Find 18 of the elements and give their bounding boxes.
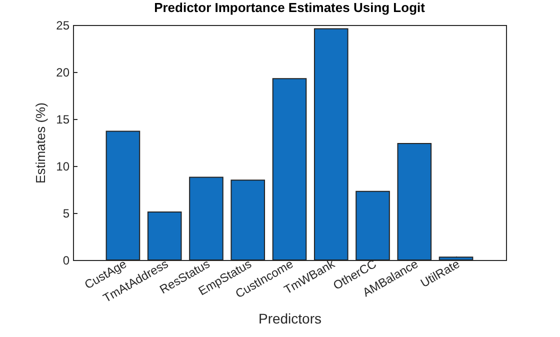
bar (397, 142, 432, 260)
bar (230, 180, 266, 260)
bar (356, 190, 390, 260)
bar (106, 130, 140, 260)
bar (438, 256, 474, 260)
x-axis-title: Predictors (258, 310, 322, 326)
y-tick-label: 5 (62, 206, 70, 220)
y-tick-label: 15 (56, 112, 70, 126)
y-tick-label: 0 (62, 254, 70, 268)
y-axis-title: Estimates (%) (33, 102, 48, 184)
bar (189, 176, 224, 260)
bar (314, 28, 348, 260)
bar (147, 212, 182, 260)
y-tick-label: 25 (56, 18, 70, 32)
bar (272, 78, 307, 260)
chart-title: Predictor Importance Estimates Using Logit (154, 0, 426, 15)
y-tick-label: 10 (56, 160, 70, 174)
y-tick-label: 20 (56, 66, 70, 80)
